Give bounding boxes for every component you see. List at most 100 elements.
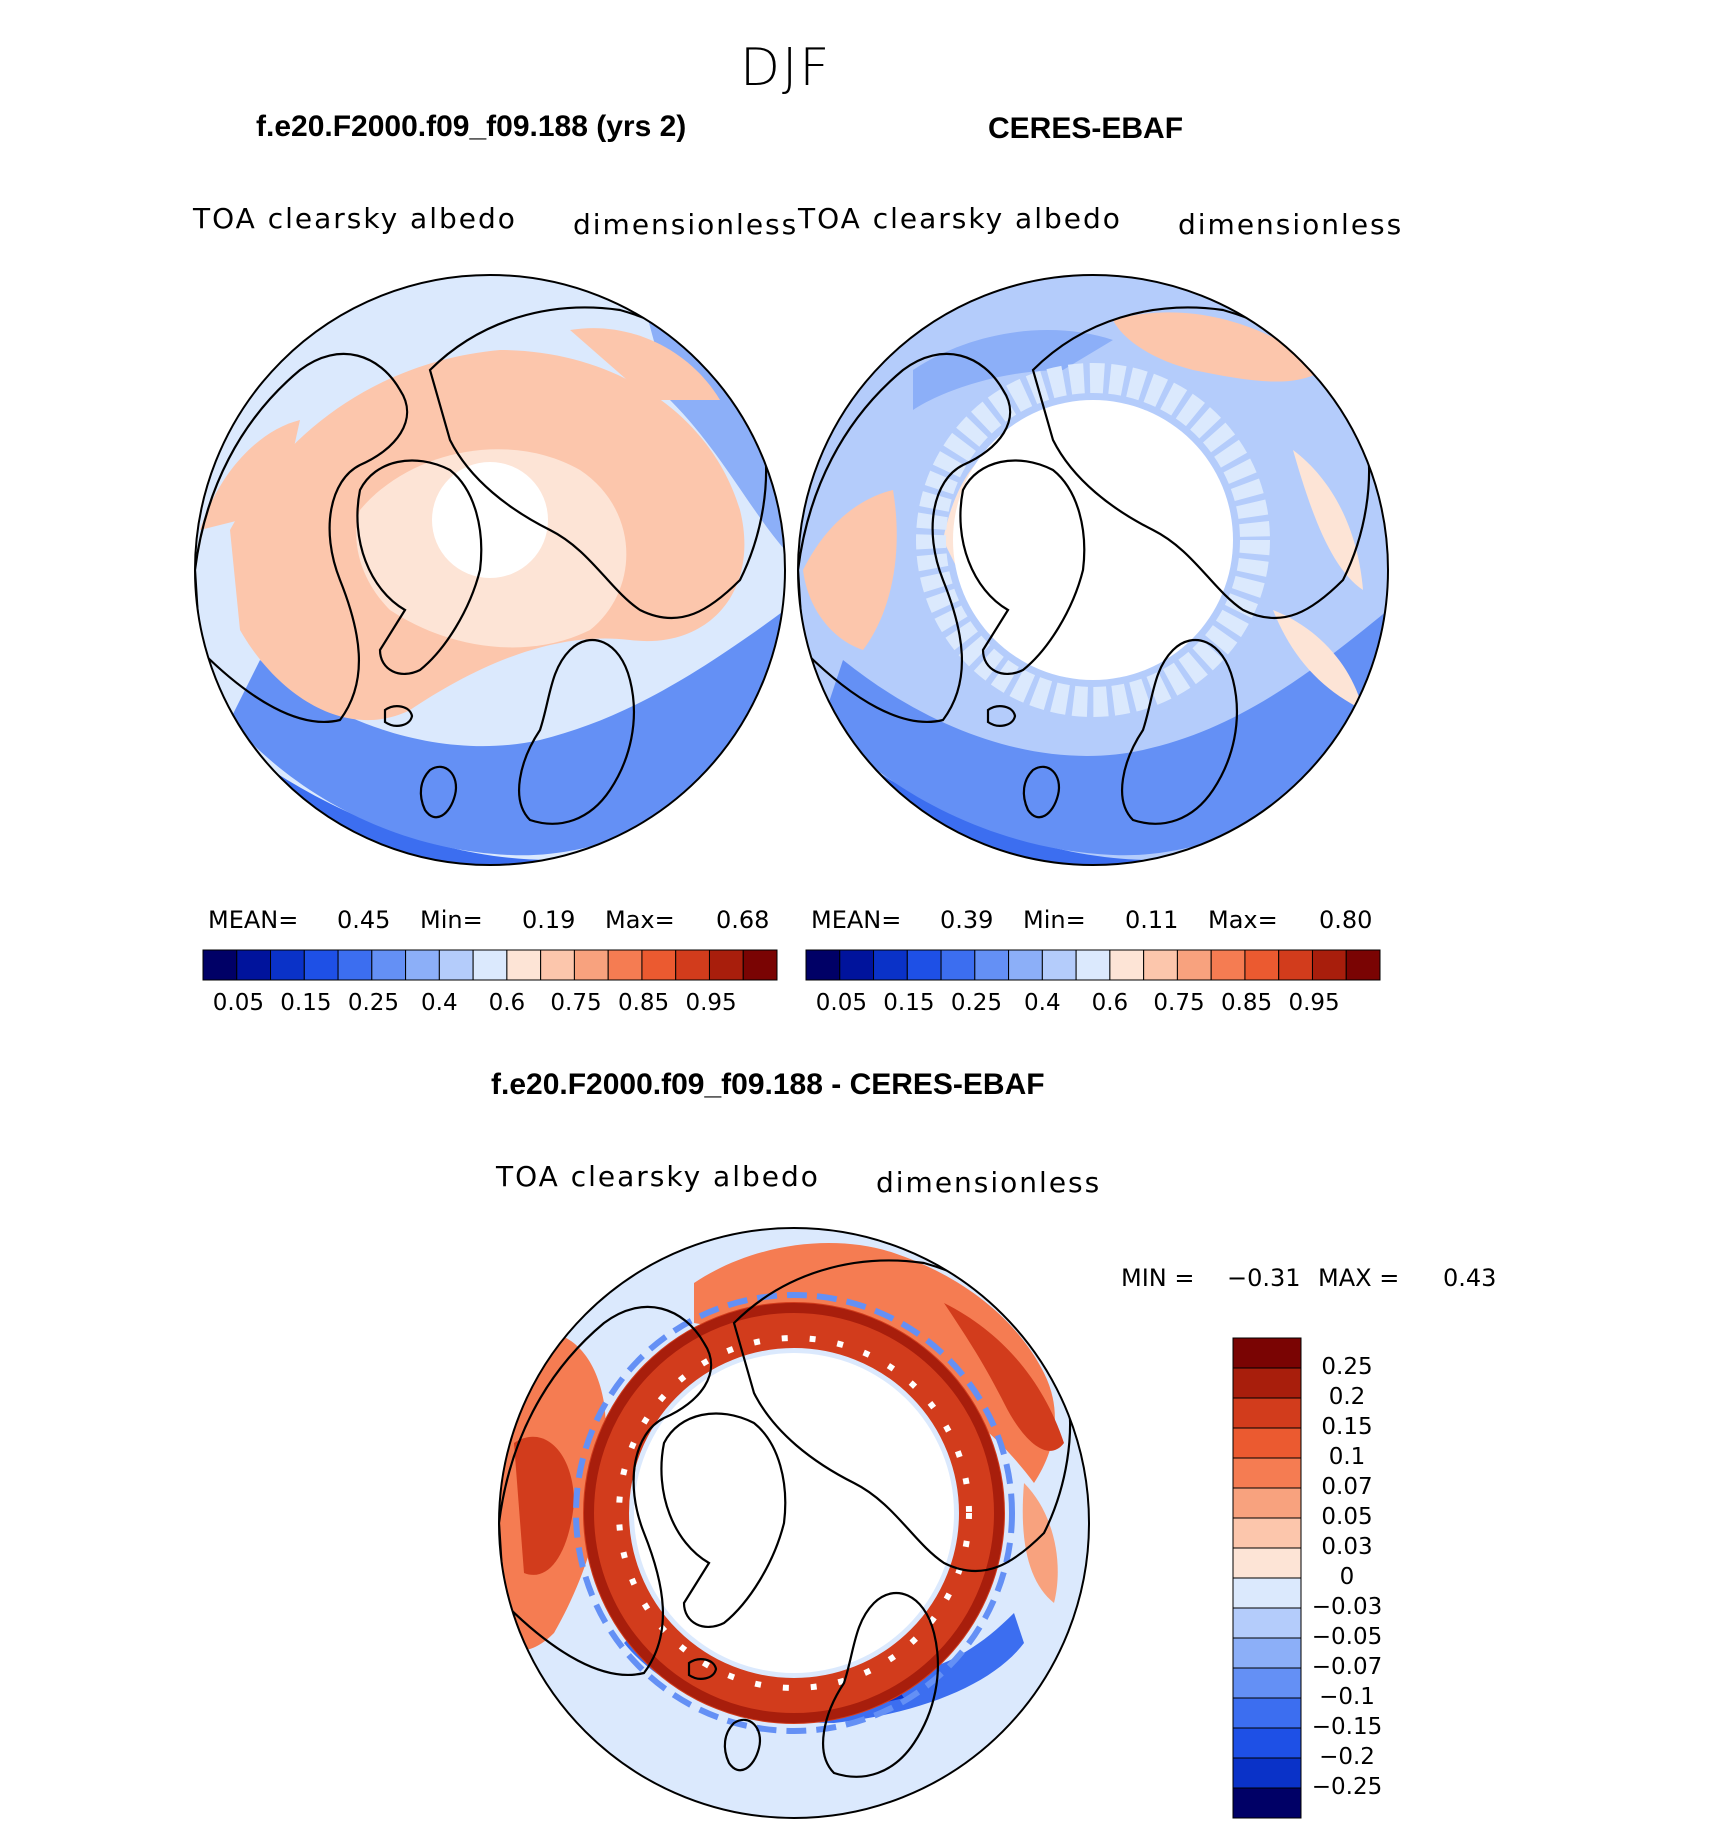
diff-max-label: MAX = <box>1318 1264 1400 1292</box>
obs-colorbar-tick-label: 0.05 <box>815 990 867 1016</box>
obs-colorbar-tick-label: 0.4 <box>1024 990 1061 1016</box>
obs-colorbar-swatch <box>1210 949 1246 981</box>
obs-colorbar <box>805 949 1381 981</box>
diff-colorbar-swatch <box>1232 1577 1302 1609</box>
model-min-label: Min= <box>420 906 483 934</box>
obs-colorbar-swatch <box>805 949 841 981</box>
obs-variable-label: TOA clearsky albedo <box>798 202 1122 235</box>
diff-colorbar-swatch <box>1232 1697 1302 1729</box>
model-colorbar-swatch <box>573 949 609 981</box>
model-colorbar-swatch <box>675 949 710 981</box>
diff-colorbar-swatch <box>1232 1397 1302 1429</box>
model-colorbar-tick-label: 0.85 <box>617 990 670 1016</box>
obs-min-value: 0.11 <box>1125 906 1179 934</box>
diff-colorbar-swatch <box>1232 1337 1302 1369</box>
diff-colorbar-tick-label: −0.07 <box>1311 1654 1383 1680</box>
obs-colorbar-swatch <box>1176 949 1212 981</box>
diff-colorbar-swatch <box>1232 1517 1302 1549</box>
model-mean-label: MEAN= <box>208 906 299 934</box>
model-map-border <box>194 274 786 866</box>
diff-colorbar-tick-label: 0.07 <box>1321 1474 1373 1500</box>
obs-max-value: 0.80 <box>1319 906 1373 934</box>
diff-colorbar-swatch <box>1232 1487 1302 1519</box>
diff-colorbar-swatch <box>1232 1787 1302 1819</box>
obs-colorbar-swatch <box>839 949 875 981</box>
obs-colorbar-swatch <box>1109 949 1145 981</box>
obs-colorbar-tick-label: 0.15 <box>883 990 935 1016</box>
obs-colorbar-tick-label: 0.25 <box>950 990 1003 1016</box>
obs-colorbar-swatch <box>1278 949 1313 981</box>
model-colorbar-swatch <box>202 949 238 981</box>
diff-colorbar <box>1232 1337 1302 1819</box>
obs-colorbar-swatch <box>906 949 942 981</box>
obs-mean-label: MEAN= <box>811 906 902 934</box>
diff-colorbar-swatch <box>1232 1757 1302 1789</box>
diff-max-value: 0.43 <box>1443 1264 1497 1292</box>
diff-colorbar-tick-label: 0.03 <box>1321 1534 1373 1560</box>
diff-colorbar-swatch <box>1232 1547 1302 1579</box>
diff-colorbar-tick-label: −0.2 <box>1319 1744 1375 1770</box>
obs-colorbar-swatch <box>974 949 1010 981</box>
diff-panel-title: f.e20.F2000.f09_f09.188 - CERES-EBAF <box>491 1068 1045 1101</box>
obs-max-label: Max= <box>1208 906 1278 934</box>
model-max-value: 0.68 <box>716 906 770 934</box>
model-units-label: dimensionless <box>573 208 799 241</box>
diff-colorbar-tick-label: 0 <box>1339 1564 1355 1590</box>
model-colorbar-tick-label: 0.4 <box>421 990 458 1016</box>
obs-map-border <box>797 274 1389 866</box>
obs-colorbar-swatch <box>940 949 976 981</box>
model-colorbar-swatch <box>540 949 575 981</box>
obs-colorbar-swatch <box>1345 949 1381 981</box>
model-colorbar-swatch <box>303 949 339 981</box>
model-colorbar-swatch <box>236 949 272 981</box>
diff-units-label: dimensionless <box>876 1166 1102 1199</box>
obs-colorbar-swatch <box>1244 949 1280 981</box>
obs-panel-title: CERES-EBAF <box>988 112 1184 145</box>
model-colorbar-swatch <box>405 949 440 981</box>
model-map <box>195 275 785 865</box>
diff-map-border <box>498 1227 1090 1819</box>
obs-colorbar-swatch <box>1041 949 1077 981</box>
model-colorbar-swatch <box>337 949 373 981</box>
model-colorbar-tick-label: 0.05 <box>212 990 264 1016</box>
figure-title: DJF <box>740 38 832 98</box>
model-min-value: 0.19 <box>522 906 576 934</box>
diff-colorbar-swatch <box>1232 1427 1302 1459</box>
obs-colorbar-tick-label: 0.6 <box>1091 990 1129 1016</box>
obs-colorbar-swatch <box>1311 949 1347 981</box>
diff-min-label: MIN = <box>1121 1264 1195 1292</box>
obs-colorbar-swatch <box>873 949 908 981</box>
diff-variable-label: TOA clearsky albedo <box>496 1160 820 1193</box>
model-colorbar-tick-label: 0.75 <box>550 990 602 1016</box>
obs-min-label: Min= <box>1023 906 1086 934</box>
diff-colorbar-swatch <box>1232 1727 1302 1759</box>
diff-colorbar-swatch <box>1232 1667 1302 1699</box>
diff-colorbar-tick-label: −0.15 <box>1311 1714 1383 1740</box>
diff-colorbar-tick-label: 0.15 <box>1321 1414 1373 1440</box>
model-colorbar-swatch <box>607 949 643 981</box>
model-colorbar-swatch <box>708 949 744 981</box>
model-max-label: Max= <box>605 906 675 934</box>
diff-colorbar-tick-label: −0.1 <box>1319 1684 1375 1710</box>
obs-colorbar-tick-label: 0.75 <box>1153 990 1205 1016</box>
diff-colorbar-tick-label: −0.03 <box>1311 1594 1383 1620</box>
diff-colorbar-tick-label: 0.1 <box>1328 1444 1366 1470</box>
obs-units-label: dimensionless <box>1178 208 1404 241</box>
obs-mean-value: 0.39 <box>940 906 994 934</box>
diff-colorbar-tick-label: −0.25 <box>1311 1774 1383 1800</box>
model-colorbar-tick-label: 0.15 <box>280 990 332 1016</box>
model-colorbar <box>202 949 778 981</box>
diff-map <box>499 1228 1089 1818</box>
diff-colorbar-swatch <box>1232 1367 1302 1399</box>
model-colorbar-swatch <box>371 949 407 981</box>
model-colorbar-swatch <box>270 949 305 981</box>
diff-colorbar-tick-label: −0.05 <box>1311 1624 1383 1650</box>
diff-colorbar-swatch <box>1232 1607 1302 1639</box>
diff-colorbar-swatch <box>1232 1457 1302 1489</box>
model-colorbar-swatch <box>641 949 677 981</box>
model-variable-label: TOA clearsky albedo <box>193 202 517 235</box>
diff-colorbar-swatch <box>1232 1637 1302 1669</box>
obs-colorbar-swatch <box>1075 949 1111 981</box>
model-colorbar-tick-label: 0.95 <box>685 990 737 1016</box>
